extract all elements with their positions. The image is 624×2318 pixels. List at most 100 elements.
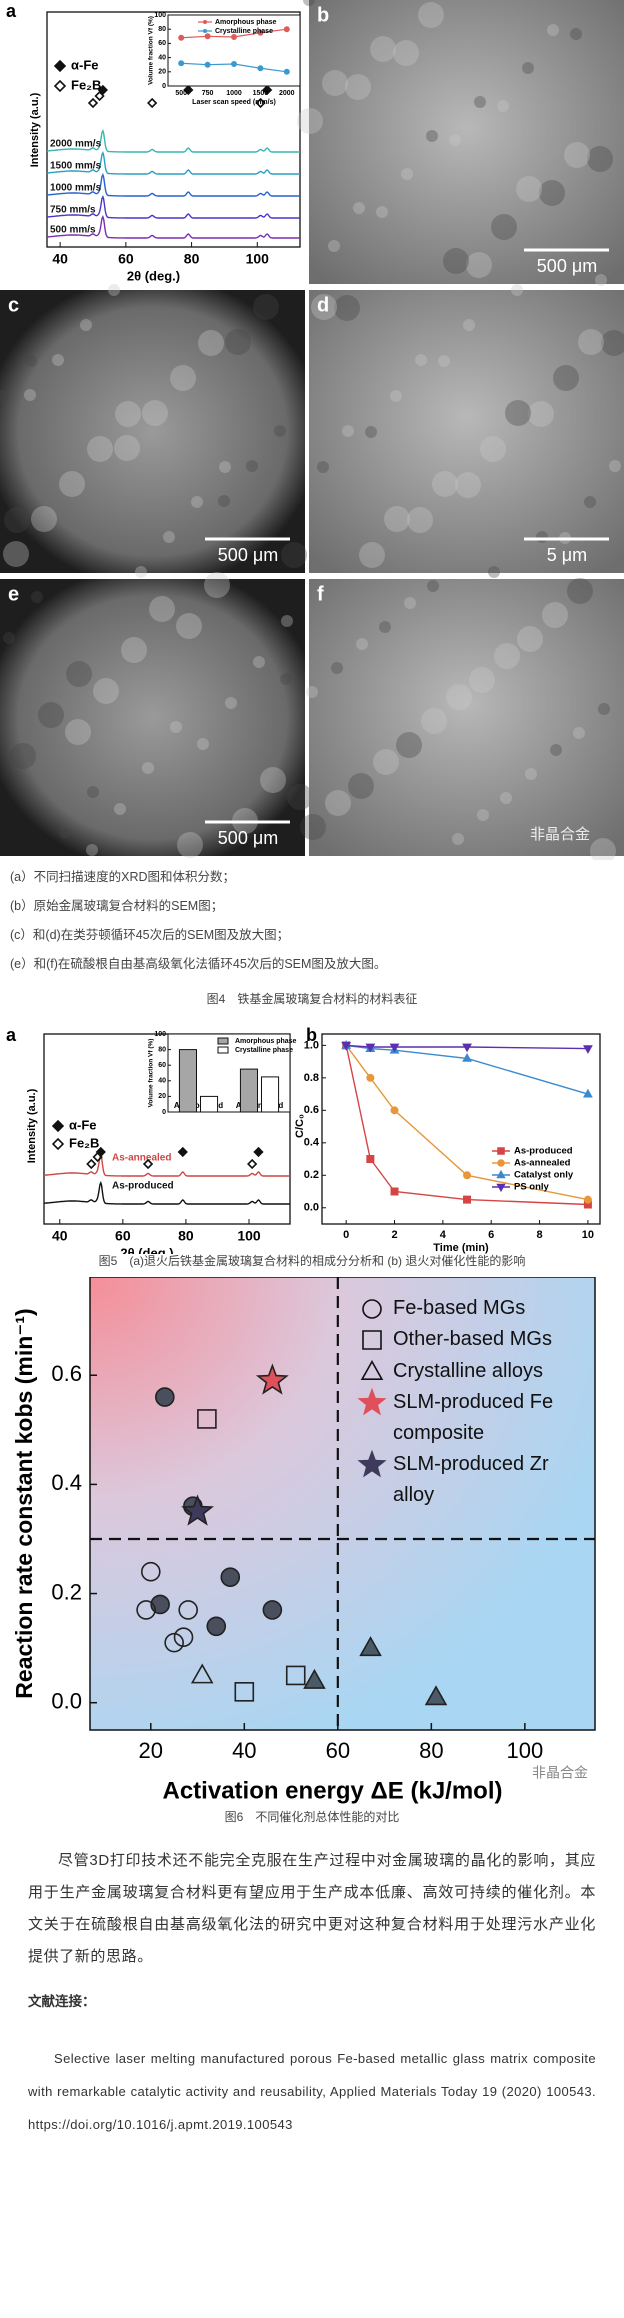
x-axis-label: Laser scan speed (mm/s) <box>192 99 276 106</box>
series-label: 1000 mm/s <box>50 183 102 194</box>
sem-texture <box>31 591 43 603</box>
marker <box>253 1146 264 1158</box>
marker <box>51 1137 65 1151</box>
watermark: 非晶合金 <box>532 1765 588 1781</box>
sem-texture <box>463 319 475 331</box>
x-tick-label: 20 <box>139 1738 163 1763</box>
y-tick-label: 0.4 <box>304 1137 320 1149</box>
y-tick-label: 0 <box>162 83 166 90</box>
marker <box>178 1600 198 1620</box>
marker <box>220 1567 241 1587</box>
y-tick-label: 60 <box>158 1062 166 1069</box>
sem-texture <box>93 678 119 704</box>
sem-texture <box>59 471 85 497</box>
sem-texture <box>281 615 293 627</box>
y-tick-label: 20 <box>158 1093 166 1100</box>
x-tick-label: 6 <box>488 1229 494 1241</box>
sem-texture <box>52 354 64 366</box>
sem-texture <box>114 803 126 815</box>
sem-texture <box>587 146 613 172</box>
legend-text: α-Fe <box>71 57 99 72</box>
caption-line: (e）和(f)在硫酸根自由基高级氧化法循环45次后的SEM图及放大图。 <box>10 957 387 971</box>
x-tick-label: 10 <box>582 1229 594 1241</box>
x-tick-label: 40 <box>52 251 68 267</box>
marker <box>262 84 273 96</box>
marker <box>359 1636 382 1657</box>
marker <box>53 79 67 93</box>
sem-texture <box>536 531 548 543</box>
x-tick-label: 100 <box>237 1228 261 1244</box>
marker <box>357 1449 387 1478</box>
y-axis-label: C/C₀ <box>294 1114 306 1138</box>
marker <box>390 1187 399 1196</box>
y-tick-label: 0.0 <box>304 1202 319 1214</box>
sem-texture <box>59 827 71 839</box>
reference: Selective laser melting manufactured por… <box>28 2051 596 2132</box>
marker <box>283 68 290 75</box>
legend-text: Amorphous phase <box>235 1038 297 1045</box>
caption-line: (c）和(d)在类芬顿循环45次后的SEM图及放大图； <box>10 928 290 942</box>
sem-texture <box>494 643 520 669</box>
sem-texture <box>219 461 231 473</box>
sem-texture <box>311 294 337 320</box>
marker <box>178 60 185 67</box>
sem-texture <box>149 596 175 622</box>
sem-texture <box>539 180 565 206</box>
figure-caption: 图6 不同催化剂总体性能的对比 <box>224 1810 400 1824</box>
sem-texture <box>452 833 464 845</box>
sem-texture <box>170 721 182 733</box>
marker <box>231 60 238 67</box>
y-tick-label: 100 <box>154 1031 166 1038</box>
plot-frame <box>89 1277 596 1731</box>
sem-texture <box>553 365 579 391</box>
legend-text: Crystalline phase <box>235 1047 293 1054</box>
sem-texture <box>393 40 419 66</box>
reference-heading: 文献连接： <box>28 1994 96 2009</box>
sem-texture <box>528 401 554 427</box>
sem-texture <box>488 566 500 578</box>
marker <box>51 1119 65 1133</box>
sem-texture <box>280 673 292 685</box>
x-tick-label: 1500 <box>253 90 269 97</box>
sem-texture <box>432 471 458 497</box>
sem-texture <box>4 507 30 533</box>
x-tick-label: 80 <box>184 251 200 267</box>
sem-texture <box>384 506 410 532</box>
sem-texture <box>66 661 92 687</box>
inset-frame <box>167 14 301 87</box>
x-tick-label: 0 <box>343 1229 349 1241</box>
marker <box>362 1330 382 1350</box>
sem-texture <box>446 684 472 710</box>
legend-text: SLM-produced Fe composite <box>393 1391 554 1444</box>
sem-texture <box>396 732 422 758</box>
marker <box>365 1043 376 1053</box>
sem-texture <box>303 0 315 6</box>
legend-text: Catalyst only <box>514 1170 574 1181</box>
legend-marker <box>203 20 207 24</box>
watermark: 非晶合金 <box>530 826 590 843</box>
marker <box>583 1045 593 1054</box>
sem-texture <box>570 28 582 40</box>
marker <box>97 84 108 96</box>
marker <box>360 1360 384 1380</box>
sem-texture <box>10 743 36 769</box>
marker <box>53 59 67 73</box>
sem-texture <box>438 355 450 367</box>
figure-title: 图4 铁基金属玻璃复合材料的材料表征 <box>206 992 418 1006</box>
scale-bar-label: 500 μm <box>218 545 278 565</box>
sem-texture <box>421 708 447 734</box>
sem-texture <box>427 580 439 592</box>
sem-texture <box>163 531 175 543</box>
x-tick-label: 500 <box>175 90 187 97</box>
sem-texture <box>31 506 57 532</box>
panel-label: a <box>6 1026 17 1045</box>
sem-texture <box>609 460 621 472</box>
xrd-trace <box>46 128 300 153</box>
marker <box>197 1409 217 1429</box>
sem-texture <box>115 401 141 427</box>
marker <box>247 1158 258 1170</box>
x-axis-label: Activation energy ΔE (kJ/mol) <box>163 1777 503 1804</box>
marker <box>190 1663 214 1684</box>
